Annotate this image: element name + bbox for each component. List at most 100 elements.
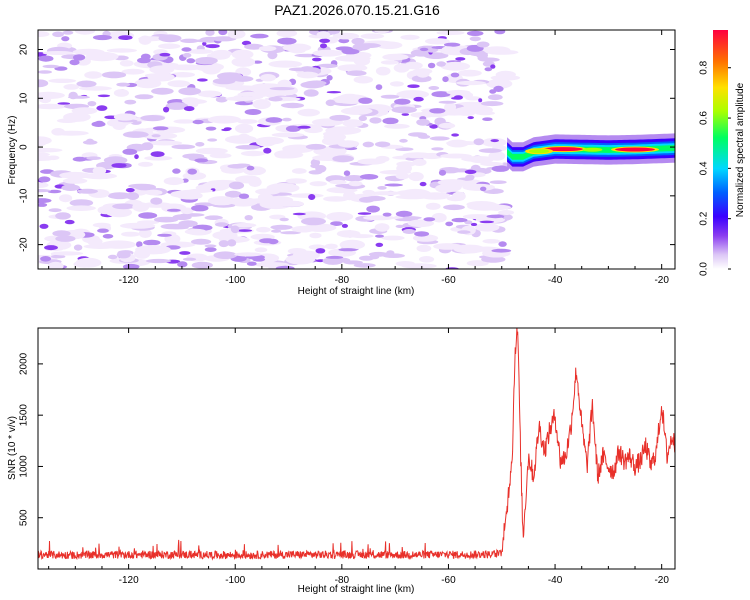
heatmap-noise-layer bbox=[38, 30, 521, 269]
heatmap-noise-blob bbox=[228, 197, 258, 207]
heatmap-noise-blob bbox=[132, 202, 150, 212]
colorbar: 0.0 0.2 0.4 0.6 0.8 Normalized spectral ampl… bbox=[699, 30, 746, 276]
heatmap-noise-blob bbox=[263, 147, 272, 154]
heatmap-noise-blob bbox=[326, 75, 333, 81]
heatmap-noise-blob bbox=[351, 37, 365, 45]
heatmap-frame bbox=[37, 29, 676, 270]
heatmap-noise-blob bbox=[50, 251, 84, 256]
heatmap-noise-blob bbox=[62, 30, 74, 35]
heatmap-noise-blob bbox=[453, 244, 486, 254]
heatmap-noise-blob bbox=[92, 222, 111, 228]
heatmap-noise-blob bbox=[157, 233, 172, 237]
heatmap-noise-blob bbox=[182, 172, 207, 180]
heatmap-noise-blob bbox=[63, 112, 91, 122]
heatmap-noise-blob bbox=[332, 32, 360, 40]
heatmap-noise-blob bbox=[237, 229, 252, 232]
heatmap-noise-blob bbox=[240, 150, 266, 157]
heatmap-noise-blob bbox=[225, 96, 258, 102]
heatmap-noise-blob bbox=[97, 205, 114, 215]
heatmap-noise-blob bbox=[391, 106, 418, 114]
heatmap-noise-blob bbox=[184, 228, 207, 235]
heatmap-noise-blob bbox=[389, 81, 404, 87]
heatmap-noise-blob bbox=[167, 226, 189, 230]
heatmap-noise-blob bbox=[479, 220, 494, 224]
heatmap-noise-blob bbox=[436, 61, 447, 67]
heatmap-noise-blob bbox=[212, 231, 238, 240]
snr-frame bbox=[37, 327, 676, 570]
heatmap-noise-blob bbox=[183, 106, 195, 112]
heatmap-noise-blob bbox=[38, 189, 52, 193]
heatmap-noise-blob bbox=[291, 168, 307, 174]
heatmap-ytick-label: 0 bbox=[19, 144, 30, 150]
heatmap-noise-blob bbox=[429, 136, 450, 141]
heatmap-noise-blob bbox=[173, 119, 196, 124]
heatmap-noise-blob bbox=[343, 175, 365, 182]
heatmap-noise-blob bbox=[191, 205, 209, 212]
heatmap-noise-blob bbox=[491, 248, 512, 253]
heatmap-signal-peak bbox=[582, 147, 603, 152]
heatmap-noise-blob bbox=[442, 76, 449, 83]
heatmap-noise-blob bbox=[453, 95, 463, 100]
heatmap-noise-blob bbox=[38, 176, 51, 183]
heatmap-ytick-label: 10 bbox=[19, 92, 30, 104]
heatmap-noise-blob bbox=[292, 212, 306, 216]
heatmap-noise-blob bbox=[494, 30, 506, 35]
heatmap-noise-blob bbox=[55, 212, 71, 220]
heatmap-noise-blob bbox=[353, 57, 371, 66]
heatmap-noise-blob bbox=[417, 134, 431, 139]
heatmap-noise-blob bbox=[169, 64, 204, 71]
heatmap-ytick-label: -20 bbox=[19, 237, 30, 252]
heatmap-noise-blob bbox=[466, 260, 489, 267]
heatmap-noise-blob bbox=[66, 205, 96, 211]
snr-xtick-label: -100 bbox=[225, 575, 245, 586]
heatmap-noise-blob bbox=[486, 78, 513, 89]
heatmap-noise-blob bbox=[215, 222, 229, 227]
heatmap-noise-blob bbox=[54, 66, 68, 71]
heatmap-noise-blob bbox=[395, 224, 405, 228]
heatmap-noise-blob bbox=[396, 190, 420, 196]
heatmap-noise-blob bbox=[39, 96, 52, 104]
colorbar-tick-label: 0.2 bbox=[699, 211, 710, 225]
heatmap-noise-blob bbox=[237, 119, 258, 124]
heatmap-noise-blob bbox=[487, 94, 503, 101]
snr-xtick-label: -120 bbox=[119, 575, 139, 586]
heatmap-noise-blob bbox=[122, 131, 149, 138]
heatmap-noise-blob bbox=[278, 200, 304, 207]
heatmap-noise-blob bbox=[248, 177, 262, 187]
heatmap-noise-blob bbox=[191, 238, 212, 245]
heatmap-noise-blob bbox=[150, 151, 165, 158]
heatmap-noise-blob bbox=[443, 204, 465, 211]
heatmap-noise-blob bbox=[377, 186, 387, 190]
heatmap-signal-peak bbox=[543, 147, 584, 152]
heatmap-noise-blob bbox=[147, 72, 175, 82]
heatmap-noise-blob bbox=[366, 205, 380, 213]
heatmap-noise-blob bbox=[489, 89, 497, 94]
heatmap-noise-blob bbox=[338, 248, 358, 252]
heatmap-noise-blob bbox=[265, 117, 283, 123]
heatmap-noise-blob bbox=[301, 217, 326, 226]
heatmap-noise-blob bbox=[178, 220, 198, 228]
heatmap-noise-blob bbox=[107, 254, 118, 260]
heatmap-noise-blob bbox=[489, 180, 507, 184]
heatmap-noise-blob bbox=[462, 183, 496, 191]
heatmap-noise-blob bbox=[125, 188, 135, 193]
heatmap-noise-blob bbox=[128, 183, 155, 189]
heatmap-noise-blob bbox=[209, 152, 232, 159]
snr-ytick-label: 2000 bbox=[19, 352, 30, 375]
heatmap-noise-blob bbox=[223, 127, 232, 131]
heatmap-noise-blob bbox=[211, 49, 233, 58]
heatmap-noise-blob bbox=[267, 51, 278, 60]
heatmap-noise-blob bbox=[172, 168, 181, 174]
heatmap-noise-blob bbox=[323, 196, 349, 202]
snr-ytick-label: 1000 bbox=[19, 455, 30, 478]
heatmap-noise-blob bbox=[202, 41, 207, 46]
heatmap-noise-blob bbox=[134, 78, 162, 89]
heatmap-noise-blob bbox=[195, 142, 205, 147]
snr-series-line bbox=[38, 328, 675, 561]
heatmap-noise-blob bbox=[187, 168, 197, 175]
heatmap-noise-blob bbox=[207, 115, 241, 124]
heatmap-noise-blob bbox=[259, 238, 276, 244]
heatmap-noise-blob bbox=[285, 178, 307, 184]
heatmap-noise-blob bbox=[402, 216, 422, 220]
